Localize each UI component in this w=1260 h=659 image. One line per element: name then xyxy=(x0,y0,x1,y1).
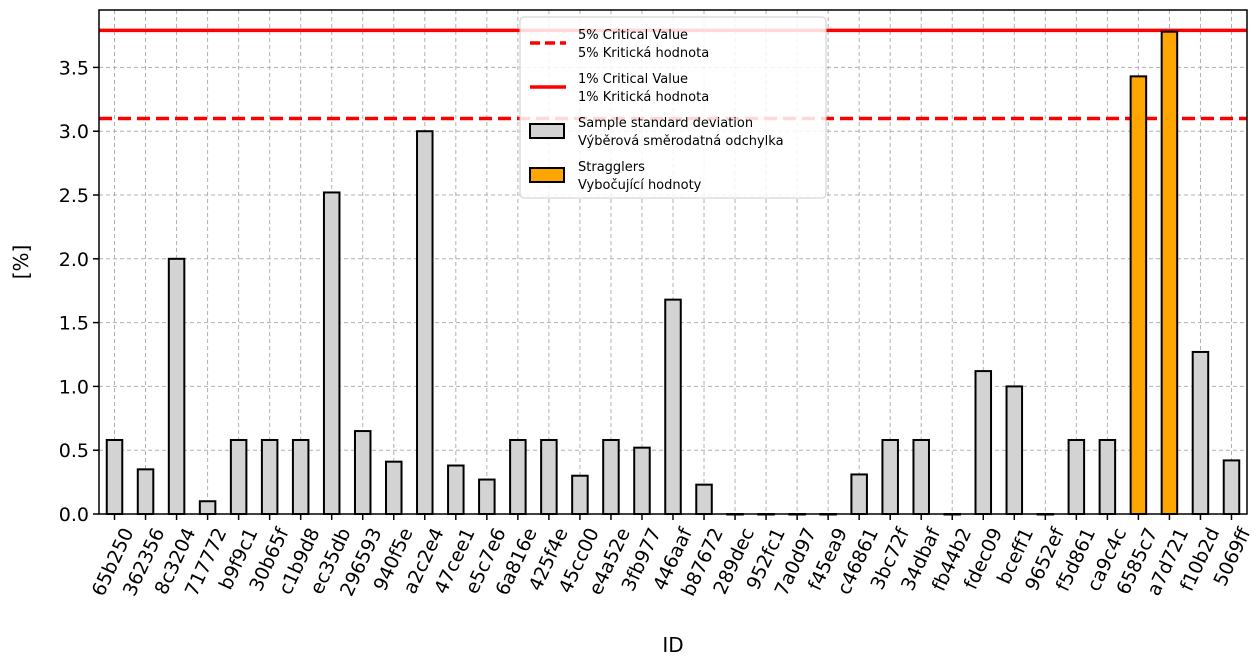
bar-446aaf xyxy=(664,298,682,515)
y-tick-label: 1.5 xyxy=(59,313,89,335)
straggler-bar-a7d721 xyxy=(1160,30,1179,516)
y-tick-label: 3.0 xyxy=(59,121,89,143)
straggler-bar-6585c7 xyxy=(1129,75,1148,515)
x-axis-ticks: 65b2503623568c3204717772b9f9c130b65fc1b9… xyxy=(88,514,1256,600)
bar-296593 xyxy=(353,430,372,515)
y-tick-label: 0.5 xyxy=(59,440,89,462)
bar-717772 xyxy=(198,500,217,516)
bars xyxy=(105,30,1241,516)
bar-bceff1 xyxy=(1005,385,1024,515)
y-tick-label: 1.0 xyxy=(59,376,89,398)
y-tick-label: 3.5 xyxy=(59,57,89,79)
bar-3bc72f xyxy=(881,438,899,515)
bar-5069ff xyxy=(1222,459,1241,515)
bar-30b65f xyxy=(260,438,279,515)
bar-e4a52e xyxy=(602,438,620,515)
bar-8c3204 xyxy=(167,257,186,515)
bar-6a816e xyxy=(509,438,527,515)
legend-label: Stragglers xyxy=(578,160,645,175)
bar-ec35db xyxy=(322,191,341,515)
legend-label: 5% Kritická hodnota xyxy=(578,46,709,61)
y-tick-label: 0.0 xyxy=(59,504,89,526)
y-axis-label: [%] xyxy=(9,245,33,280)
legend-label: Sample standard deviation xyxy=(578,116,753,131)
y-tick-label: 2.5 xyxy=(59,185,89,207)
legend-label: 1% Kritická hodnota xyxy=(578,90,709,105)
legend-label: 1% Critical Value xyxy=(578,72,688,87)
y-tick-label: 2.0 xyxy=(59,249,89,271)
bar-34dbaf xyxy=(912,438,930,515)
bar-65b250 xyxy=(105,438,124,515)
bar-3fb977 xyxy=(633,446,651,515)
bar-fdec09 xyxy=(974,370,993,515)
bar-ca9c4c xyxy=(1098,438,1117,515)
bar-47cee1 xyxy=(447,464,465,515)
bar-c46861 xyxy=(850,473,868,515)
legend-label: 5% Critical Value xyxy=(578,28,688,43)
bar-b9f9c1 xyxy=(229,438,248,515)
y-axis-ticks: 0.0 0.5 1.0 1.5 2.0 2.5 3.0 3.5 xyxy=(59,57,99,526)
legend-swatch xyxy=(529,123,565,139)
legend-box xyxy=(519,16,827,199)
x-axis-label: ID xyxy=(662,633,683,657)
bar-b87672 xyxy=(695,483,713,516)
bar-e5c7e6 xyxy=(478,478,496,516)
legend-label: Vybočující hodnoty xyxy=(578,178,702,193)
legend-swatch xyxy=(529,167,565,183)
bar-45cc00 xyxy=(571,474,589,516)
bar-f5d861 xyxy=(1067,438,1086,515)
bar-f10b2d xyxy=(1191,350,1210,515)
legend-label: Výběrová směrodatná odchylka xyxy=(578,134,784,149)
bar-425f4e xyxy=(540,438,558,515)
bar-940f5e xyxy=(385,460,403,515)
legend: 5% Critical Value 5% Kritická hodnota 1% C… xyxy=(519,16,827,199)
bar-c1b9d8 xyxy=(291,438,310,515)
bar-a2c2e4 xyxy=(416,130,434,516)
bar-362356 xyxy=(136,468,155,515)
